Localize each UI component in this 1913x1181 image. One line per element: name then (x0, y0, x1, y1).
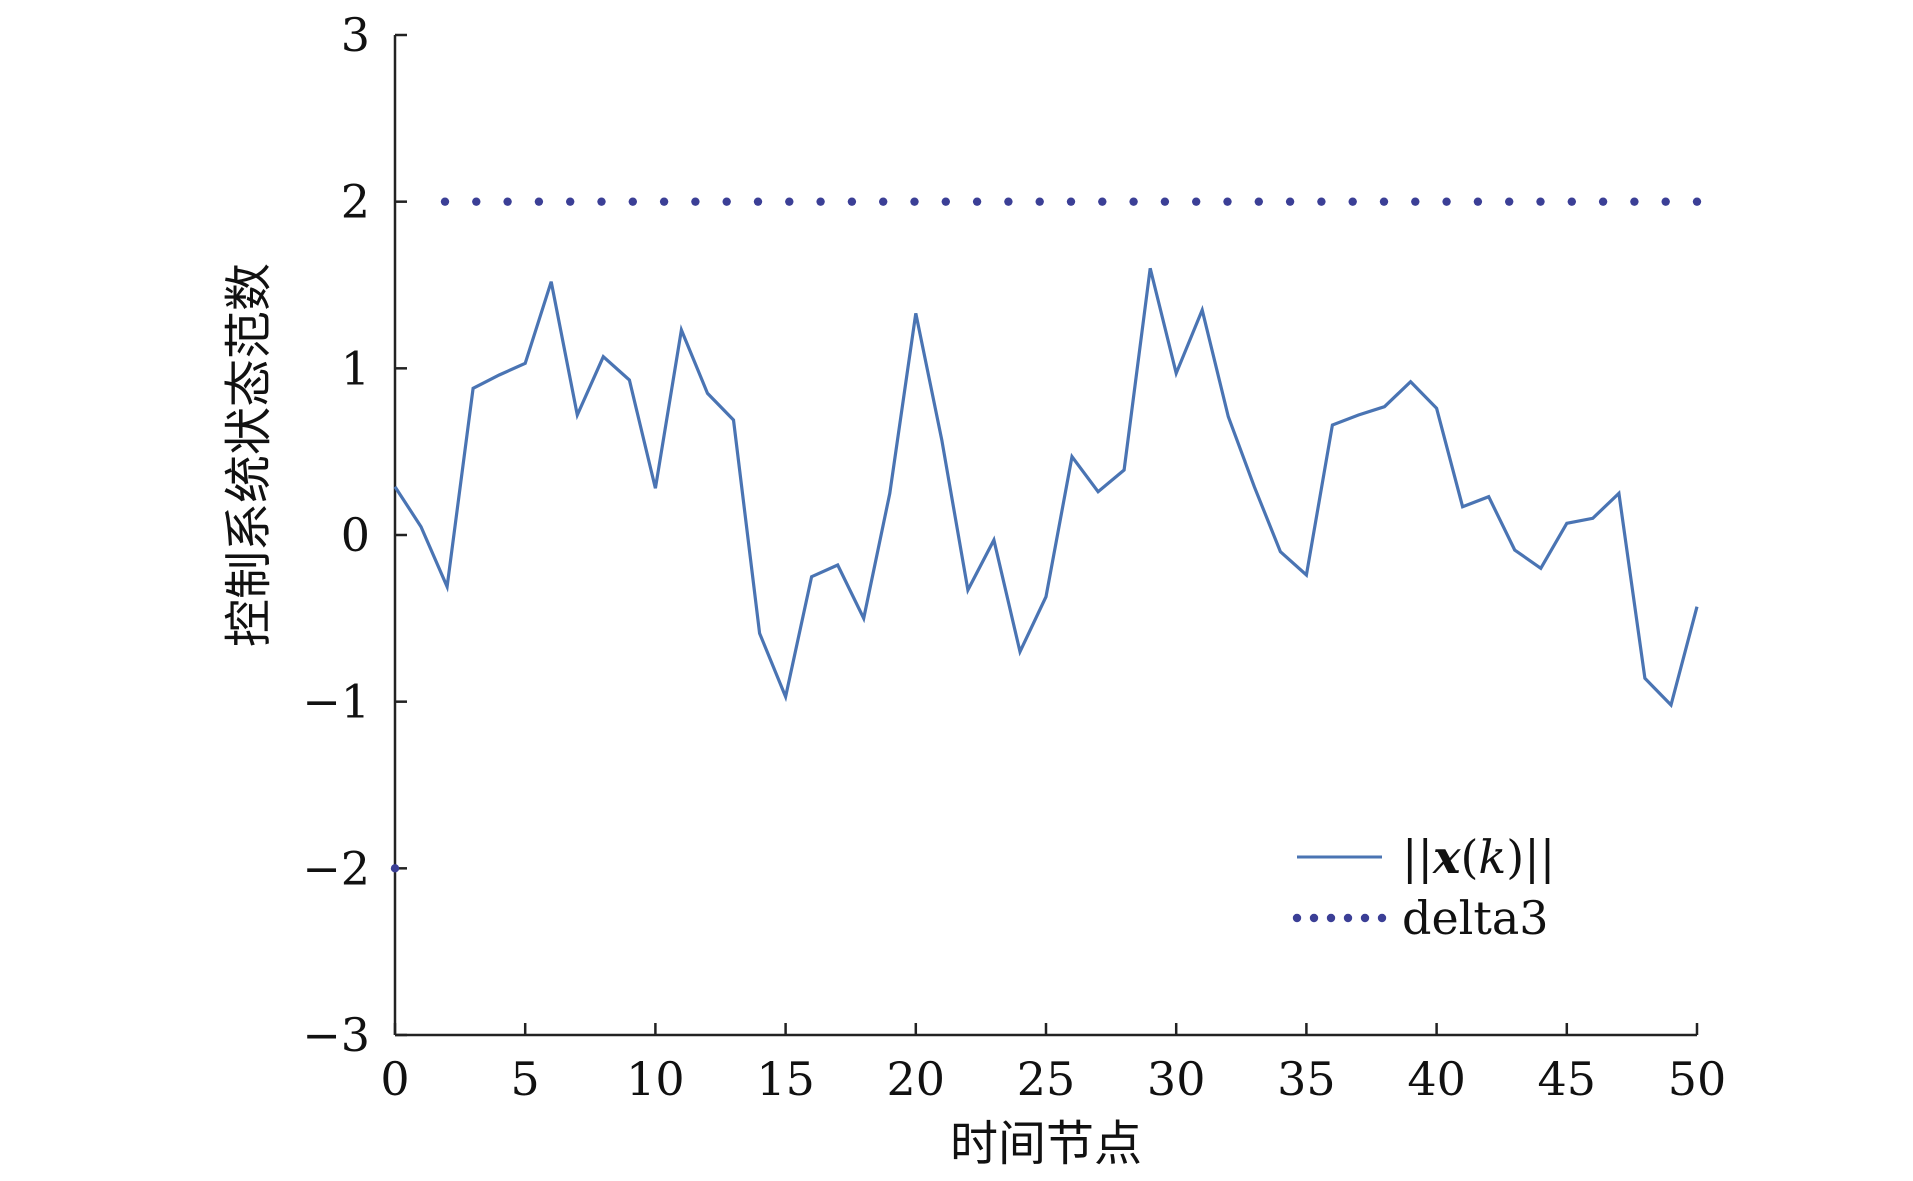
legend-dot (1292, 913, 1302, 923)
x-tick-label: 40 (1407, 1052, 1466, 1106)
x-tick-label: 35 (1277, 1052, 1336, 1106)
y-tick-label: −3 (302, 1008, 370, 1062)
x-tick-label: 45 (1538, 1052, 1597, 1106)
series-dot-delta3 (1442, 197, 1451, 206)
series-dot-delta3 (1411, 197, 1420, 206)
series-dot-delta3 (472, 197, 481, 206)
series-dot-delta3 (691, 197, 700, 206)
series-dot-delta3 (910, 197, 919, 206)
series-dot-delta3 (597, 197, 606, 206)
series-dot-delta3 (1317, 197, 1326, 206)
series-dot-delta3 (628, 197, 637, 206)
series-dot-delta3 (972, 197, 982, 206)
series-dot-delta3 (1160, 197, 1170, 206)
series-dot-delta3 (1348, 197, 1357, 206)
series-dot-delta3 (722, 197, 731, 206)
x-tick-label: 5 (511, 1052, 540, 1106)
series-dot-delta3 (1692, 197, 1702, 206)
x-tick-label: 25 (1017, 1052, 1076, 1106)
series-dot-delta3 (785, 197, 794, 206)
x-tick-label: 15 (756, 1052, 815, 1106)
legend: ||x(k)|| delta3 (1292, 830, 1555, 945)
y-tick-label: −1 (302, 675, 370, 729)
series-dot-delta3 (1035, 197, 1044, 206)
series-dot-delta3 (1254, 197, 1264, 206)
series-dot-delta3 (1192, 197, 1201, 206)
series-dot-delta3 (1505, 197, 1514, 206)
series-dot-delta3 (566, 197, 575, 206)
y-tick-label: 3 (341, 8, 370, 62)
x-tick-label: 10 (626, 1052, 685, 1106)
axis-dot-marker (390, 864, 400, 873)
series-dot-delta3 (503, 197, 512, 206)
series-dot-delta3 (1223, 197, 1232, 206)
series-dot-delta3 (1567, 197, 1577, 206)
legend-label-delta3: delta3 (1402, 891, 1549, 945)
series-dot-delta3 (1598, 197, 1608, 206)
legend-dot (1309, 913, 1319, 923)
axes: −3 −2 −1 0 1 2 3 0 5 10 15 20 25 30 35 40 45 50 (302, 8, 1726, 1106)
y-axis-title: 控制系统状态范数 (221, 263, 277, 647)
series-dot-delta3 (847, 197, 857, 206)
x-tick-label: 20 (887, 1052, 946, 1106)
y-tick-label: 0 (341, 508, 370, 562)
legend-dot (1326, 913, 1336, 923)
series-dot-delta3 (1066, 197, 1076, 206)
y-tick-label: −2 (302, 841, 370, 895)
series-dot-delta3 (753, 197, 763, 206)
plot-area (390, 197, 1702, 873)
series-dot-delta3 (816, 197, 825, 206)
series-dot-delta3 (1661, 197, 1670, 206)
legend-dot (1377, 913, 1387, 923)
series-dot-delta3 (1285, 197, 1295, 206)
series-dot-delta3 (1536, 197, 1545, 206)
legend-swatch-delta3 (1292, 913, 1387, 923)
series-dot-delta3 (440, 197, 450, 206)
series-line-norm (393, 267, 1699, 709)
series-dot-delta3 (1379, 197, 1389, 206)
series-dot-delta3 (1630, 197, 1639, 206)
series-dot-delta3 (659, 197, 669, 206)
series-dot-delta3 (1129, 197, 1138, 206)
x-tick-label: 50 (1668, 1052, 1727, 1106)
y-tick-label: 1 (341, 341, 370, 395)
series-dot-delta3 (1098, 197, 1107, 206)
legend-label-norm: ||x(k)|| (1402, 830, 1555, 884)
y-ticks: −3 −2 −1 0 1 2 3 (302, 8, 407, 1062)
x-tick-label: 0 (380, 1052, 409, 1106)
series-dot-delta3 (1004, 197, 1013, 206)
x-ticks: 0 5 10 15 20 25 30 35 40 45 50 (380, 1023, 1726, 1106)
series-dot-delta3 (941, 197, 950, 206)
legend-dot (1343, 913, 1353, 923)
series-dot-delta3 (879, 197, 888, 206)
x-axis-title: 时间节点 (950, 1116, 1142, 1172)
y-tick-label: 2 (341, 175, 370, 229)
series-dot-delta3 (534, 197, 544, 206)
series-dot-delta3 (1473, 197, 1483, 206)
legend-dot (1360, 913, 1370, 923)
x-tick-label: 30 (1147, 1052, 1206, 1106)
